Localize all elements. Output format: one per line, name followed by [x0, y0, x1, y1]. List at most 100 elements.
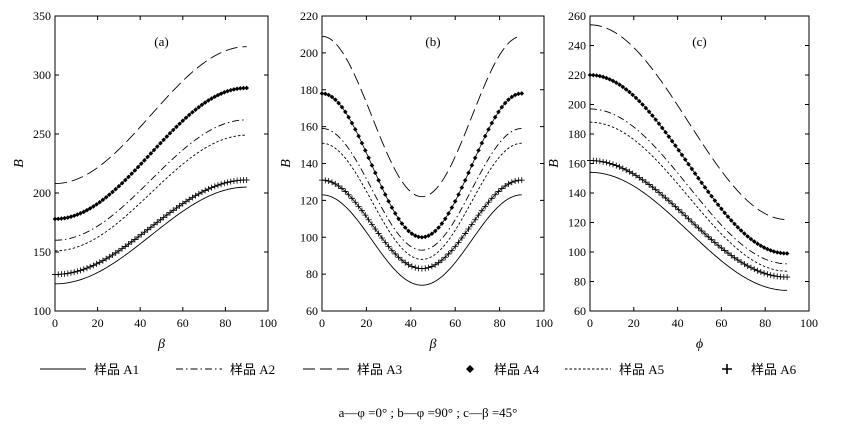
- data-point-A6: [455, 239, 462, 246]
- data-point-A4: [476, 148, 481, 153]
- legend-label: 样品 A5: [619, 362, 664, 377]
- data-point-A6: [392, 250, 399, 257]
- y-tick-label: 250: [33, 127, 51, 141]
- data-point-A4: [479, 140, 485, 146]
- series-A2: [589, 108, 788, 265]
- data-point-A6: [173, 205, 180, 212]
- data-point-A4: [640, 102, 645, 107]
- data-point-A6: [119, 245, 126, 252]
- data-point-A6: [230, 178, 237, 185]
- data-point-A4: [244, 85, 249, 91]
- data-point-A4: [94, 202, 99, 207]
- data-point-A4: [386, 198, 391, 204]
- data-point-A6: [422, 265, 429, 272]
- data-point-A6: [202, 187, 209, 194]
- data-point-A6: [138, 231, 145, 238]
- data-point-A6: [189, 194, 196, 201]
- data-point-A4: [502, 100, 508, 106]
- data-point-A4: [199, 102, 205, 108]
- series-line-A2: [321, 128, 522, 251]
- legend-item-A1: 样品 A1: [40, 362, 139, 377]
- x-tick-label: 0: [319, 316, 325, 330]
- data-point-A4: [110, 189, 115, 195]
- data-point-A4: [167, 130, 173, 136]
- y-tick-label: 220: [300, 9, 318, 23]
- data-point-A6: [688, 218, 695, 225]
- data-point-A4: [587, 72, 593, 78]
- data-point-A6: [701, 230, 708, 237]
- data-point-A6: [655, 189, 662, 196]
- data-point-A6: [462, 230, 469, 237]
- data-point-A4: [151, 147, 157, 153]
- data-point-A4: [402, 225, 408, 230]
- series-A4: [52, 85, 249, 222]
- data-point-A4: [339, 104, 345, 110]
- data-point-A4: [142, 158, 147, 163]
- data-point-A6: [619, 165, 626, 172]
- data-point-A4: [55, 216, 61, 222]
- data-point-A6: [662, 194, 669, 201]
- panel-label: (c): [692, 34, 706, 49]
- data-point-A4: [610, 78, 616, 84]
- data-point-A6: [505, 180, 512, 187]
- y-axis-label: B: [279, 159, 294, 168]
- y-tick-label: 300: [33, 68, 51, 82]
- y-tick-label: 220: [568, 68, 586, 82]
- data-point-A6: [179, 200, 186, 207]
- data-point-A6: [378, 235, 385, 242]
- data-point-A6: [208, 184, 215, 191]
- legend-label: 样品 A4: [494, 362, 540, 377]
- series-line-A2: [54, 119, 247, 241]
- legend-item-A5: 样品 A5: [565, 362, 664, 377]
- data-point-A4: [774, 250, 780, 255]
- y-tick-label: 200: [33, 186, 51, 200]
- data-point-A6: [475, 212, 482, 219]
- data-point-A4: [422, 234, 428, 240]
- data-point-A6: [176, 202, 183, 209]
- data-point-A6: [596, 158, 603, 165]
- data-point-A6: [328, 179, 335, 186]
- x-axis-label: β: [157, 337, 165, 352]
- series-A1: [589, 171, 788, 291]
- data-point-A6: [375, 230, 382, 237]
- y-axis-label: B: [547, 159, 562, 168]
- data-point-A4: [449, 205, 455, 210]
- data-point-A6: [214, 182, 221, 189]
- data-point-A6: [692, 221, 699, 228]
- y-tick-label: 80: [574, 275, 586, 289]
- data-point-A6: [342, 188, 349, 195]
- data-point-A4: [600, 74, 606, 80]
- data-point-A6: [747, 264, 754, 271]
- y-tick-label: 180: [568, 127, 586, 141]
- x-tick-label: 40: [405, 316, 417, 330]
- data-point-A6: [83, 265, 90, 272]
- data-point-A6: [468, 221, 475, 228]
- data-point-A4: [489, 120, 495, 126]
- y-tick-label: 100: [33, 304, 51, 318]
- y-tick-label: 120: [568, 216, 586, 230]
- series-line-A1: [321, 194, 522, 286]
- data-point-A4: [238, 86, 243, 91]
- data-point-A4: [145, 154, 150, 160]
- data-point-A6: [412, 264, 419, 271]
- data-point-A4: [170, 127, 176, 133]
- data-point-A6: [147, 224, 154, 231]
- data-point-A4: [761, 245, 767, 250]
- data-point-A6: [135, 234, 142, 241]
- data-point-A4: [646, 109, 652, 115]
- data-point-A6: [87, 263, 94, 270]
- y-tick-label: 60: [306, 304, 318, 318]
- data-point-A6: [761, 270, 768, 277]
- data-point-A4: [91, 204, 96, 209]
- data-point-A6: [458, 235, 465, 242]
- data-point-A4: [630, 92, 636, 98]
- chart-panel-c: 0 20 40 60 80 100 60 80 100 120 140 160 180 200 220 240…: [547, 9, 818, 352]
- data-point-A4: [62, 215, 67, 221]
- data-point-A4: [482, 133, 488, 139]
- data-point-A4: [506, 97, 511, 102]
- data-point-A6: [67, 269, 74, 276]
- data-point-A4: [439, 221, 445, 226]
- x-tick-label: 20: [360, 316, 372, 330]
- data-point-A4: [702, 185, 708, 190]
- y-tick-label: 260: [568, 9, 586, 23]
